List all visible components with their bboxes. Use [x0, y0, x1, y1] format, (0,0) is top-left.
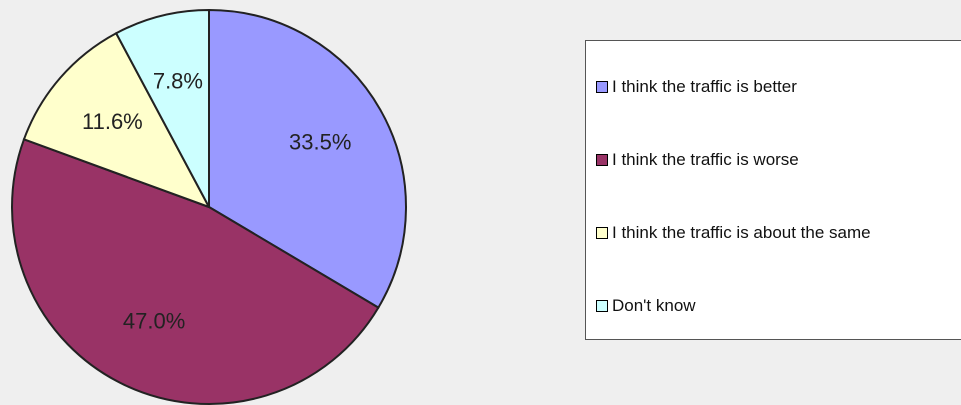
legend: I think the traffic is better I think th… [585, 40, 961, 340]
legend-item-better: I think the traffic is better [596, 76, 797, 98]
pie-label-worse: 47.0% [123, 308, 185, 333]
legend-swatch-same [596, 227, 608, 239]
pie-slice-worse [11, 138, 380, 405]
legend-item-dont-know: Don't know [596, 295, 696, 317]
pie-label-better: 33.5% [289, 130, 351, 155]
legend-label-better: I think the traffic is better [612, 77, 797, 96]
pie-slice-same [22, 31, 212, 209]
legend-label-same: I think the traffic is about the same [612, 223, 871, 242]
pie-slice-dont-know [114, 8, 210, 208]
pie-labels: 33.5% 47.0% 11.6% 7.8% [82, 69, 351, 334]
legend-swatch-worse [596, 154, 608, 166]
legend-swatch-better [596, 81, 608, 93]
pie-label-same: 11.6% [82, 109, 143, 134]
legend-item-worse: I think the traffic is worse [596, 149, 799, 171]
legend-item-same: I think the traffic is about the same [596, 222, 871, 244]
pie-slice-better [208, 8, 407, 310]
legend-label-worse: I think the traffic is worse [612, 150, 799, 169]
pie-chart: 33.5% 47.0% 11.6% 7.8% [11, 8, 407, 405]
legend-label-dont-know: Don't know [612, 296, 696, 315]
pie-label-dont-know: 7.8% [153, 69, 203, 94]
legend-swatch-dont-know [596, 300, 608, 312]
pie-slices [11, 8, 407, 405]
